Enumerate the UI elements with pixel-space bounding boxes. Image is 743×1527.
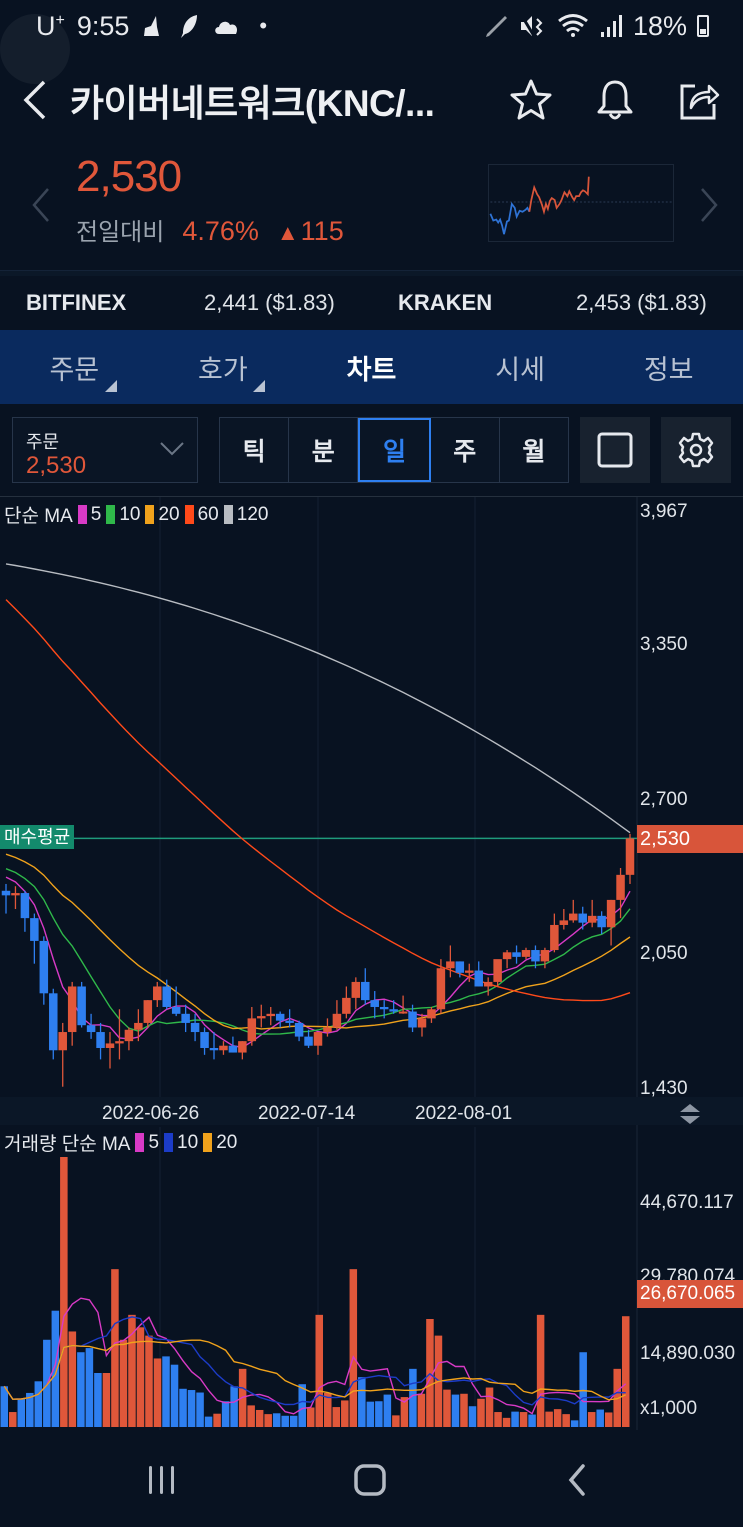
bell-icon bbox=[597, 80, 633, 120]
prev-coin-arrow-icon[interactable] bbox=[26, 185, 56, 225]
carrier-label: U+ bbox=[36, 10, 65, 41]
chart-toolbar: 주문 2,530 틱 분 일 주 월 bbox=[0, 404, 743, 496]
vol-ma5-swatch bbox=[135, 1133, 145, 1152]
price-change-row: 전일대비 4.76% ▲115 bbox=[76, 212, 344, 247]
period-selector: 틱 분 일 주 월 bbox=[219, 417, 569, 483]
chart-settings-button[interactable] bbox=[661, 417, 731, 483]
star-icon bbox=[510, 79, 552, 120]
back-icon bbox=[23, 80, 46, 120]
app-header: 카이버네트워크(KNC/... bbox=[0, 62, 743, 138]
current-volume-tag: 26,670.065 bbox=[637, 1280, 743, 1308]
x-axis-date: 2022-07-14 bbox=[258, 1103, 356, 1124]
price-summary: 2,530 전일대비 4.76% ▲115 bbox=[0, 140, 743, 270]
order-price-dropdown[interactable]: 주문 2,530 bbox=[12, 417, 198, 483]
tab-order[interactable]: 주문 bbox=[0, 330, 149, 404]
vol-ma20-swatch bbox=[203, 1133, 213, 1152]
exchange-price-row: BITFINEX 2,441 ($1.83) KRAKEN 2,453 ($1.… bbox=[0, 276, 743, 330]
ma120-swatch bbox=[223, 505, 233, 524]
exchange-name: KRAKEN bbox=[398, 290, 493, 315]
clock: 9:55 bbox=[76, 10, 130, 41]
exchange-name: BITFINEX bbox=[26, 290, 127, 315]
dot-icon: • bbox=[259, 13, 268, 38]
signal-icon bbox=[600, 15, 622, 37]
battery-icon bbox=[697, 15, 709, 37]
current-price: 2,530 bbox=[76, 152, 182, 201]
page-title: 카이버네트워크(KNC/... bbox=[70, 83, 435, 124]
order-label: 주문 bbox=[26, 432, 60, 452]
volume-unit-label: x1,000 bbox=[640, 1398, 698, 1419]
back-nav-icon bbox=[568, 1464, 585, 1496]
battery-percent: 18% bbox=[632, 10, 687, 41]
fullscreen-button[interactable] bbox=[580, 417, 650, 483]
mute-vibrate-icon bbox=[520, 15, 543, 37]
settings-icon bbox=[678, 432, 714, 468]
y-axis-tick: 2,700 bbox=[640, 789, 688, 810]
change-amount: ▲115 bbox=[276, 216, 344, 246]
system-nav-bar bbox=[0, 1430, 743, 1527]
price-ma-legend: 단순 MA 5 10 20 60 120 bbox=[4, 503, 269, 528]
wifi-icon bbox=[558, 14, 588, 37]
back-nav-button[interactable] bbox=[548, 1455, 608, 1505]
cloud-icon bbox=[215, 21, 238, 34]
exchange-price: 2,453 ($1.83) bbox=[576, 290, 707, 315]
period-minute[interactable]: 분 bbox=[289, 418, 359, 482]
main-tabs: 주문 호가 차트 시세 정보 bbox=[0, 330, 743, 404]
order-value: 2,530 bbox=[26, 452, 87, 479]
volume-axis-tick: 14,890.030 bbox=[640, 1343, 736, 1364]
dropdown-triangle-icon bbox=[253, 380, 266, 392]
tab-market-price[interactable]: 시세 bbox=[495, 354, 545, 385]
tab-orderbook[interactable]: 호가 bbox=[149, 330, 298, 404]
period-day[interactable]: 일 bbox=[358, 418, 431, 482]
x-axis-date: 2022-08-01 bbox=[415, 1103, 513, 1124]
broom-icon bbox=[144, 16, 160, 36]
back-button[interactable] bbox=[0, 62, 70, 138]
y-axis-tick: 1,430 bbox=[640, 1078, 688, 1099]
ma10-swatch bbox=[106, 505, 116, 524]
avg-buy-price-tag: 매수평균 bbox=[0, 825, 75, 849]
next-coin-arrow-icon[interactable] bbox=[694, 185, 724, 225]
favorite-button[interactable] bbox=[507, 76, 555, 124]
period-tick[interactable]: 틱 bbox=[220, 418, 290, 482]
recent-apps-button[interactable] bbox=[132, 1455, 192, 1505]
share-icon bbox=[680, 84, 720, 120]
fullscreen-icon bbox=[597, 432, 633, 468]
floating-pen-button[interactable] bbox=[0, 14, 70, 84]
y-axis-tick: 3,967 bbox=[640, 501, 688, 522]
exchange-price: 2,441 ($1.83) bbox=[204, 290, 335, 315]
period-month[interactable]: 월 bbox=[522, 438, 546, 466]
home-button[interactable] bbox=[340, 1455, 400, 1505]
feather-icon bbox=[181, 15, 198, 38]
section-divider bbox=[0, 270, 743, 276]
price-chart-area[interactable]: 단순 MA 5 10 20 60 120 3,967 3,350 2,700 2… bbox=[0, 496, 743, 1431]
pen-icon bbox=[485, 16, 507, 37]
mini-price-chart[interactable] bbox=[488, 164, 674, 242]
up-triangle-icon: ▲ bbox=[276, 220, 299, 245]
current-price-tag: 2,530 bbox=[637, 825, 743, 853]
ma60-swatch bbox=[184, 505, 194, 524]
volume-axis-tick: 44,670.117 bbox=[640, 1192, 734, 1213]
chevron-down-icon bbox=[160, 442, 184, 456]
ma20-swatch bbox=[145, 505, 155, 524]
period-week[interactable]: 주 bbox=[431, 418, 500, 482]
tab-chart[interactable]: 차트 bbox=[346, 354, 397, 385]
tab-info[interactable]: 정보 bbox=[643, 354, 694, 385]
recent-apps-icon bbox=[149, 1466, 174, 1494]
vol-ma10-swatch bbox=[164, 1133, 174, 1152]
y-axis-tick: 2,050 bbox=[640, 943, 688, 964]
share-button[interactable] bbox=[675, 76, 723, 124]
change-label: 전일대비 bbox=[76, 219, 165, 246]
x-axis-date: 2022-06-26 bbox=[102, 1103, 200, 1124]
ma5-swatch bbox=[77, 505, 87, 524]
resize-panes-handle-icon[interactable] bbox=[678, 1103, 702, 1125]
candlestick-chart[interactable] bbox=[0, 497, 743, 1431]
status-bar: U+ 9:55 • 18% bbox=[0, 0, 743, 52]
dropdown-triangle-icon bbox=[104, 380, 117, 392]
y-axis-tick: 3,350 bbox=[640, 634, 688, 655]
volume-ma-legend: 거래량 단순 MA 5 10 20 bbox=[4, 1131, 238, 1156]
change-percent: 4.76% bbox=[182, 216, 259, 246]
home-icon bbox=[354, 1464, 386, 1496]
alert-button[interactable] bbox=[591, 76, 639, 124]
